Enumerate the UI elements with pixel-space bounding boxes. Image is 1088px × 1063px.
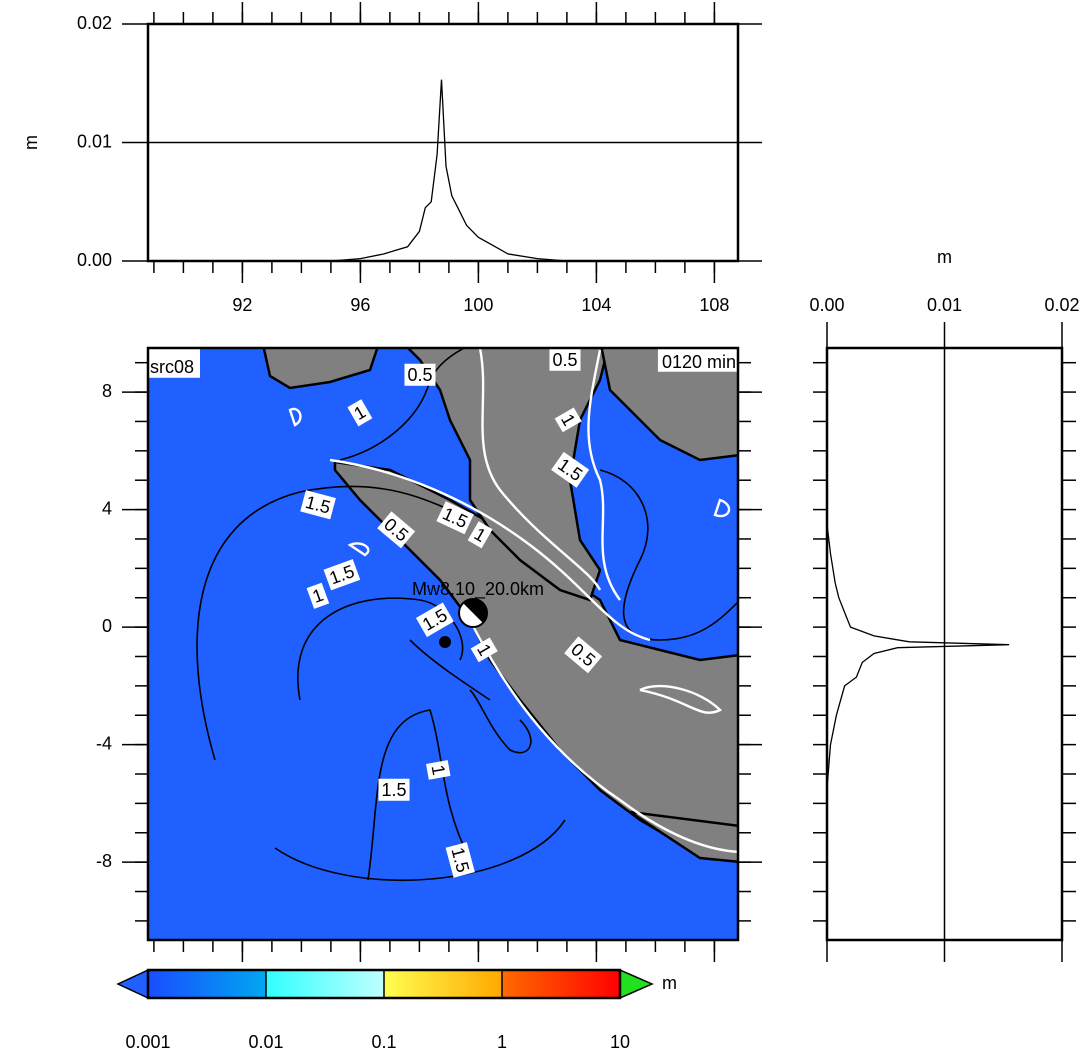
contour-label-bg xyxy=(470,637,498,663)
colorbar-tick-label: 0.01 xyxy=(248,1032,283,1052)
annotation: Mw8.10_20.0km xyxy=(412,579,544,600)
contour-label-text: 0.5 xyxy=(552,350,577,370)
x-tick-label: 0.02 xyxy=(1044,295,1079,315)
contour-label: 1 xyxy=(426,760,451,780)
contour-label: 1.5 xyxy=(300,490,336,520)
y-tick-label: -8 xyxy=(96,851,112,871)
map-subtitle-text: 0120 min xyxy=(662,352,736,372)
contour-label-bg xyxy=(323,559,361,591)
contour-label-bg xyxy=(554,407,582,433)
contour-label-bg xyxy=(551,451,590,488)
contours xyxy=(196,348,738,882)
contour-label-text: 1.5 xyxy=(381,780,406,800)
plot-frame xyxy=(146,346,740,942)
contour-label-bg xyxy=(300,490,336,520)
profile-line xyxy=(148,79,738,262)
contour-label: 1 xyxy=(467,521,493,549)
x-tick-label: 104 xyxy=(581,295,611,315)
plot-frame xyxy=(146,22,740,263)
contour-label: 0.5 xyxy=(404,363,436,386)
contour-label-bg xyxy=(445,842,475,878)
coast-contours xyxy=(288,348,738,854)
contour-label-bg xyxy=(306,582,330,609)
contour-label-bg xyxy=(564,636,603,674)
contour-label-bg xyxy=(377,511,416,549)
colorbar-tick-label: 0.1 xyxy=(371,1032,396,1052)
contour-label: 1 xyxy=(347,399,373,427)
map-title-text: src08 xyxy=(150,357,194,377)
map-layer xyxy=(196,348,738,882)
contour-label-bg xyxy=(549,348,581,371)
y-tick-label: 0 xyxy=(102,616,112,636)
contour-label: 1 xyxy=(554,407,582,433)
colorbar-tick-label: 10 xyxy=(610,1032,630,1052)
plot-frame xyxy=(146,968,622,1000)
y-tick-label: -4 xyxy=(96,733,112,753)
colorbar-tick-label: 1 xyxy=(497,1032,507,1052)
contour-label: 1.5 xyxy=(378,778,410,801)
x-tick-label: 96 xyxy=(350,295,370,315)
map-title-bg xyxy=(148,348,201,378)
colorbar-segment xyxy=(384,970,502,998)
contour-label: 1.5 xyxy=(323,559,361,591)
x-tick-label: 0.00 xyxy=(809,295,844,315)
contour-label-bg xyxy=(347,399,373,427)
plot-frame xyxy=(825,346,1064,942)
colorbar-over xyxy=(619,968,654,1000)
colorbar-segment xyxy=(148,970,266,998)
colorbar-unit: m xyxy=(662,973,677,993)
contour-label-bg xyxy=(436,501,474,535)
map-subtitle: 0120 min xyxy=(657,348,738,372)
contour-label-bg xyxy=(415,602,454,638)
x-tick-label: 100 xyxy=(463,295,493,315)
y-axis-label: m xyxy=(21,135,41,150)
map-subtitle-bg xyxy=(657,348,738,372)
x-tick-label: 92 xyxy=(232,295,252,315)
map-title: src08 xyxy=(148,348,201,378)
contour-label: 0.5 xyxy=(549,348,581,371)
x-tick-label: 108 xyxy=(699,295,729,315)
beachball xyxy=(439,598,488,648)
colorbar-segment xyxy=(502,970,620,998)
x-axis-label: m xyxy=(937,247,952,267)
contour-label-text: 1 xyxy=(428,763,449,776)
contour-label-bg xyxy=(404,363,436,386)
colorbar-under xyxy=(116,968,149,1000)
y-tick-label: 0.02 xyxy=(77,13,112,33)
contour-label-bg xyxy=(426,760,451,780)
y-tick-label: 0.00 xyxy=(77,250,112,270)
y-tick-label: 0.01 xyxy=(77,131,112,151)
contour-label: 1.5 xyxy=(445,842,475,878)
colorbar-tick-label: 0.001 xyxy=(125,1032,170,1052)
y-tick-label: 4 xyxy=(102,498,112,518)
land xyxy=(262,348,738,864)
profile-line xyxy=(826,348,1010,940)
contour-label-bg xyxy=(467,521,493,549)
contour-label: 1 xyxy=(470,637,498,663)
x-tick-label: 0.01 xyxy=(927,295,962,315)
y-tick-label: 8 xyxy=(102,381,112,401)
colorbar-segment xyxy=(266,970,384,998)
contour-label-text: 0.5 xyxy=(407,365,432,385)
contour-label-bg xyxy=(378,778,410,801)
contour-label: 1 xyxy=(306,582,330,609)
